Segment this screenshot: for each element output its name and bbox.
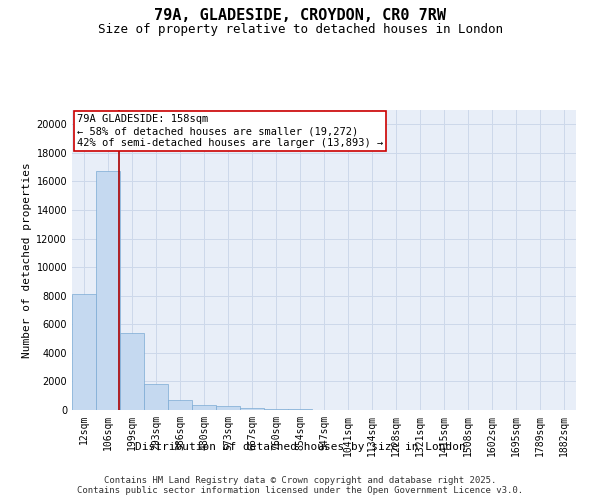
Bar — [264, 408, 288, 410]
Text: 79A GLADESIDE: 158sqm
← 58% of detached houses are smaller (19,272)
42% of semi-: 79A GLADESIDE: 158sqm ← 58% of detached … — [77, 114, 383, 148]
Bar — [96, 172, 120, 410]
Bar — [72, 294, 96, 410]
Bar — [192, 405, 216, 410]
Y-axis label: Number of detached properties: Number of detached properties — [22, 162, 32, 358]
Bar — [168, 400, 192, 410]
Text: Distribution of detached houses by size in London: Distribution of detached houses by size … — [134, 442, 466, 452]
Text: 79A, GLADESIDE, CROYDON, CR0 7RW: 79A, GLADESIDE, CROYDON, CR0 7RW — [154, 8, 446, 22]
Bar — [120, 333, 144, 410]
Text: Contains HM Land Registry data © Crown copyright and database right 2025.
Contai: Contains HM Land Registry data © Crown c… — [77, 476, 523, 495]
Text: Size of property relative to detached houses in London: Size of property relative to detached ho… — [97, 22, 503, 36]
Bar — [216, 406, 240, 410]
Bar — [144, 384, 168, 410]
Bar — [240, 408, 264, 410]
